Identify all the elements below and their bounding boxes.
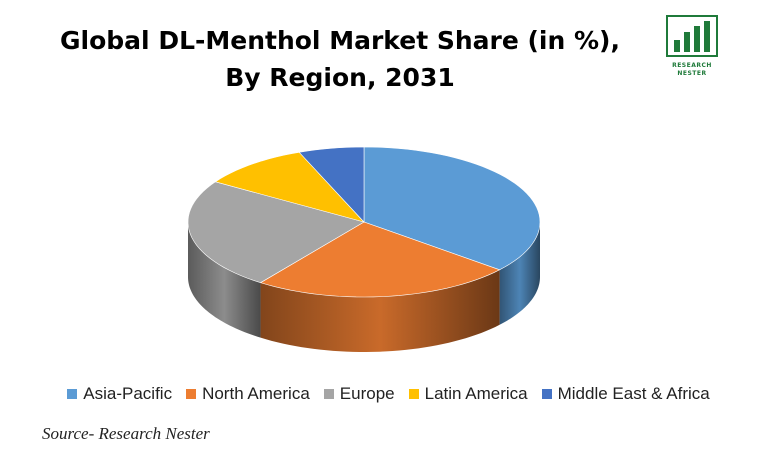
legend-label: Middle East & Africa (557, 384, 710, 403)
pie-slice-asia-pacific (363, 146, 541, 271)
legend-item: North America (186, 384, 310, 404)
pie-chart (187, 146, 541, 352)
legend-swatch (67, 389, 78, 399)
pie-top (187, 146, 541, 298)
pie-slice-latin-america (214, 151, 365, 223)
pie-slice-north-america (259, 221, 501, 298)
pie-slice-europe (187, 181, 365, 284)
source-note: Source- Research Nester (42, 424, 210, 443)
chart-legend: Asia-Pacific North America Europe Latin Ame… (0, 384, 777, 404)
chart-title: Global DL-Menthol Market Share (in %), B… (60, 26, 620, 92)
legend-swatch (186, 389, 197, 399)
legend-item: Middle East & Africa (541, 384, 710, 404)
bar-chart-logo-icon (666, 15, 718, 57)
legend-item: Latin America (408, 384, 528, 404)
legend-label: Latin America (424, 384, 528, 403)
legend-label: Europe (339, 384, 395, 403)
logo-text-line1: RESEARCH (672, 62, 712, 69)
legend-swatch (541, 389, 552, 399)
legend-label: North America (202, 384, 310, 403)
legend-label: Asia-Pacific (83, 384, 173, 403)
legend-swatch (323, 389, 334, 399)
research-nester-logo: RESEARCH NESTER (664, 14, 720, 80)
legend-item: Europe (323, 384, 395, 404)
pie-side-asia-pacific (499, 222, 540, 325)
pie-side-walls (188, 222, 540, 352)
logo-text-line2: NESTER (677, 70, 707, 77)
pie-side-north-america (260, 269, 500, 352)
pie-slice-middle-east-africa (298, 146, 365, 223)
pie-side-europe (188, 222, 261, 338)
legend-swatch (408, 389, 419, 399)
legend-item: Asia-Pacific (67, 384, 172, 404)
